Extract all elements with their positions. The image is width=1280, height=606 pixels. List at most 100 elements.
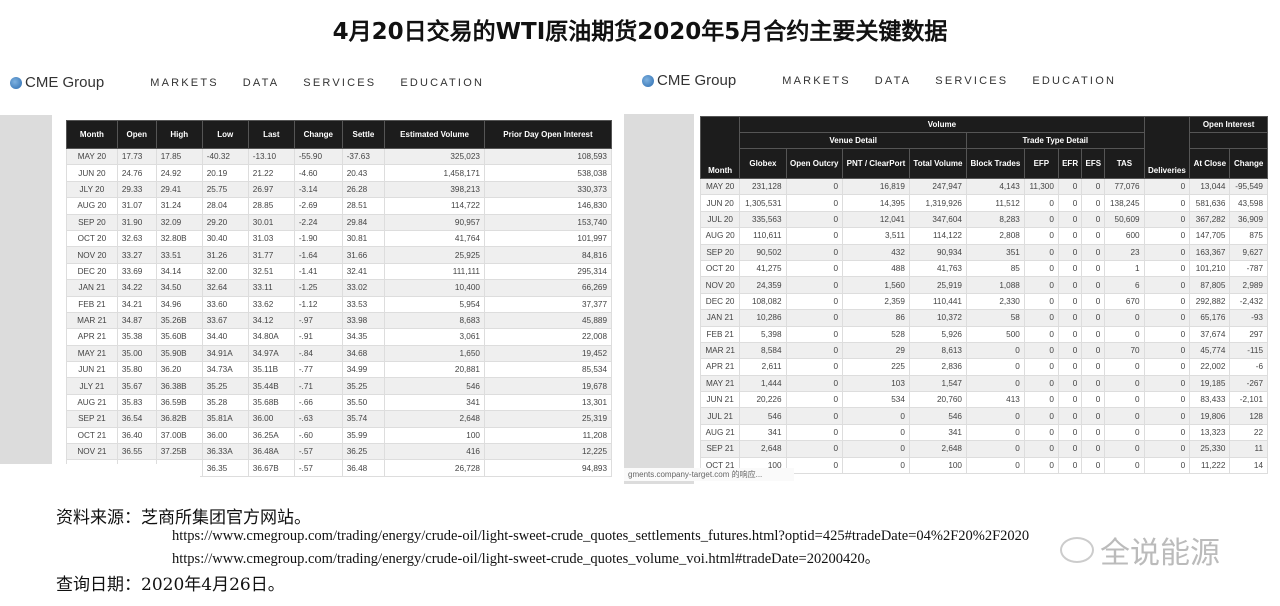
month-cell: FEB 21: [699, 325, 741, 343]
value-cell: 0: [1143, 456, 1191, 475]
col-header: Globex: [739, 148, 787, 179]
nav-services[interactable]: SERVICES: [935, 74, 1009, 87]
volume-table: Month Volume Deliveries Open Interest Ve…: [699, 116, 1268, 475]
value-cell: 19,678: [483, 377, 613, 395]
month-cell: OCT 21: [66, 426, 118, 445]
value-cell: 0: [785, 358, 844, 376]
value-cell: 0: [1143, 292, 1191, 311]
value-cell: 9,627: [1229, 243, 1268, 261]
nav-markets[interactable]: MARKETS: [150, 76, 219, 89]
table-row: JUN 21 35.80 36.20 34.73A 35.11B -.77 34.99 20,…: [66, 361, 613, 379]
page-title: 4月20日交易的WTI原油期货2020年5月合约主要关键数据: [332, 19, 948, 45]
value-cell: -1.25: [293, 279, 343, 297]
value-cell: 0: [1023, 243, 1059, 261]
group-venue-detail: Venue Detail: [739, 132, 967, 149]
value-cell: 0: [965, 440, 1025, 458]
month-cell: JLY 21: [66, 377, 118, 395]
value-cell: 8,283: [965, 210, 1025, 229]
col-header: Open: [116, 120, 157, 149]
month-cell: NOV 21: [66, 443, 118, 461]
value-cell: -2,101: [1229, 391, 1268, 409]
value-cell: 0: [1023, 407, 1059, 425]
col-header: PNT / ClearPort: [842, 148, 910, 179]
globe-icon: [10, 76, 22, 89]
value-cell: 0: [1081, 177, 1106, 196]
value-cell: 0: [1023, 259, 1059, 278]
value-cell: 2,836: [908, 358, 967, 376]
value-cell: 432: [842, 243, 910, 261]
value-cell: -4.60: [293, 164, 343, 182]
value-cell: 100: [908, 456, 967, 475]
source-label: 资料来源：芝商所集团官方网站。: [56, 508, 311, 528]
nav-education[interactable]: EDUCATION: [400, 76, 485, 89]
value-cell: 0: [1104, 358, 1145, 376]
source-url-volume[interactable]: https://www.cmegroup.com/trading/energy/…: [172, 551, 880, 567]
value-cell: 41,275: [739, 259, 787, 278]
value-cell: 0: [785, 177, 844, 196]
value-cell: 1,458,171: [384, 164, 485, 182]
month-cell: APR 21: [699, 358, 741, 376]
value-cell: 35.80: [116, 361, 157, 379]
month-cell: MAR 21: [66, 311, 118, 330]
value-cell: 10,286: [739, 309, 787, 327]
table-row: OCT 20 32.63 32.80B 30.40 31.03 -1.90 30.81 41,…: [66, 229, 613, 248]
value-cell: 100: [384, 426, 485, 445]
value-cell: -2.69: [293, 197, 343, 215]
nav-data[interactable]: DATA: [874, 74, 912, 87]
value-cell: 0: [1081, 407, 1106, 425]
value-cell: 0: [1143, 325, 1191, 343]
value-cell: 45,889: [483, 311, 613, 330]
cme-logo[interactable]: CME Group: [10, 74, 104, 91]
col-header: Change: [1229, 148, 1268, 179]
value-cell: 0: [1104, 309, 1145, 327]
value-cell: 35.11B: [247, 361, 295, 379]
value-cell: 110,441: [908, 292, 967, 311]
value-cell: -.66: [293, 393, 343, 412]
nav-education[interactable]: EDUCATION: [1032, 74, 1117, 87]
value-cell: 34.87: [116, 311, 157, 330]
table-row: APR 21 35.38 35.60B 34.40 34.80A -.91 34.35 3,0…: [66, 328, 613, 346]
source-url-settlements[interactable]: https://www.cmegroup.com/trading/energy/…: [172, 528, 1030, 544]
value-cell: 110,611: [739, 227, 787, 245]
value-cell: 37.25B: [155, 443, 203, 461]
nav-data[interactable]: DATA: [242, 76, 280, 89]
value-cell: 33.02: [341, 279, 386, 297]
nav-markets[interactable]: MARKETS: [782, 74, 851, 87]
nav-services[interactable]: SERVICES: [303, 76, 377, 89]
value-cell: 114,122: [908, 227, 967, 245]
col-header: Change: [293, 120, 343, 149]
value-cell: 13,301: [483, 393, 613, 412]
value-cell: 14,395: [842, 194, 910, 212]
value-cell: 32.63: [116, 229, 157, 248]
value-cell: 28.04: [201, 197, 249, 215]
value-cell: 31.03: [247, 229, 295, 248]
month-cell: NOV 20: [699, 276, 741, 294]
value-cell: 0: [785, 391, 844, 409]
value-cell: 34.35: [341, 328, 386, 346]
value-cell: 0: [1023, 456, 1059, 475]
value-cell: 0: [785, 227, 844, 245]
value-cell: 8,584: [739, 341, 787, 360]
value-cell: 0: [965, 423, 1025, 442]
value-cell: 24.76: [116, 164, 157, 182]
value-cell: 37,377: [483, 295, 613, 313]
value-cell: 0: [1057, 341, 1083, 360]
group-trade-type-detail: Trade Type Detail: [965, 132, 1145, 149]
value-cell: 87,805: [1189, 276, 1231, 294]
col-header: Month: [66, 120, 118, 149]
value-cell: 0: [965, 341, 1025, 360]
value-cell: -.91: [293, 328, 343, 346]
value-cell: 26.97: [247, 180, 295, 199]
value-cell: 43,598: [1229, 194, 1268, 212]
globe-icon: [642, 74, 654, 87]
month-cell: JUN 21: [699, 391, 741, 409]
group-volume: Volume: [739, 116, 1145, 133]
month-cell: NOV 20: [66, 246, 118, 264]
value-cell: 29: [842, 341, 910, 360]
value-cell: 0: [1104, 391, 1145, 409]
value-cell: 0: [1057, 325, 1083, 343]
value-cell: 31.90: [116, 213, 157, 231]
cme-logo[interactable]: CME Group: [642, 72, 736, 89]
value-cell: 29.20: [201, 213, 249, 231]
col-header: EFS: [1081, 148, 1106, 179]
